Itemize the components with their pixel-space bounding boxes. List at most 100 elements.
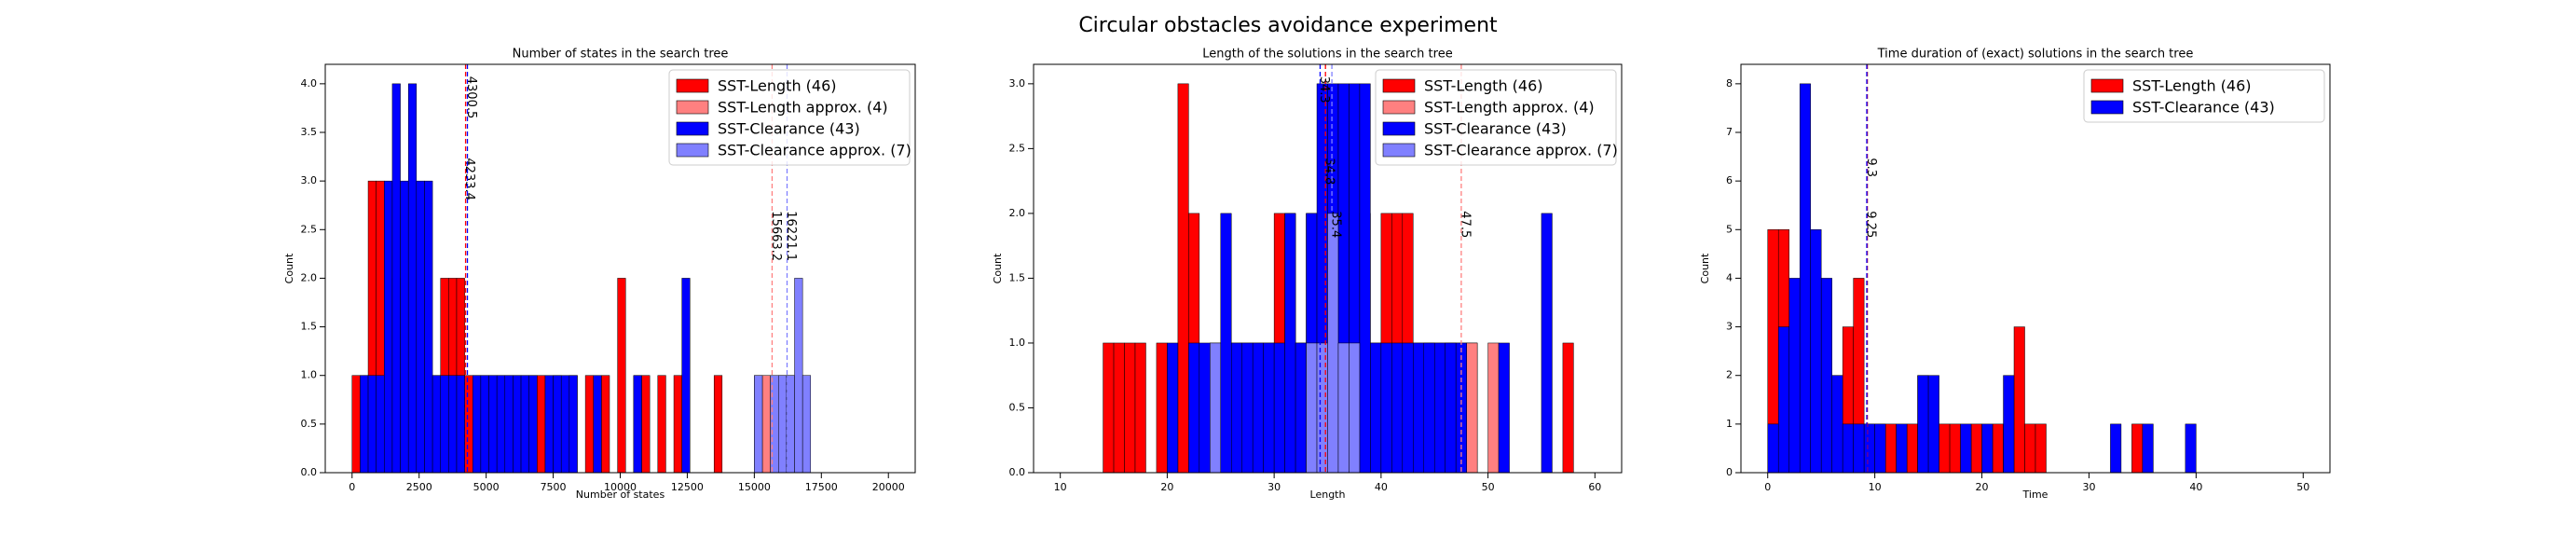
histogram-bar xyxy=(367,375,377,474)
histogram-bar xyxy=(1863,423,1875,474)
histogram-bar xyxy=(537,375,546,474)
histogram-bar xyxy=(1423,342,1435,474)
y-tick-label: 0.5 xyxy=(1009,401,1026,413)
mean-label: 16221.1 xyxy=(784,211,798,261)
histogram-bar xyxy=(1349,342,1361,474)
histogram-bar xyxy=(2142,423,2154,474)
y-tick-label: 2.0 xyxy=(301,271,318,283)
histogram-bar xyxy=(1777,326,1789,474)
axes-frame xyxy=(324,63,916,474)
legend-swatch xyxy=(1382,143,1416,158)
x-tick-label: 10 xyxy=(1869,481,1882,493)
histogram-bar xyxy=(1487,342,1500,474)
mean-label: 9.3 xyxy=(1864,158,1878,177)
mean-label: 47.5 xyxy=(1458,211,1472,238)
histogram-bar xyxy=(569,375,578,474)
histogram-bar xyxy=(473,375,482,474)
histogram-bar xyxy=(1906,423,1918,474)
y-tick-label: 7 xyxy=(1726,126,1733,138)
histogram-bar xyxy=(713,375,723,474)
x-tick-label: 15000 xyxy=(738,481,771,493)
y-tick-label: 2.5 xyxy=(1009,142,1026,154)
mean-label: 35.4 xyxy=(1329,211,1343,238)
histogram-bar xyxy=(360,375,369,474)
histogram-bar xyxy=(673,375,682,474)
histogram-bar xyxy=(1103,342,1115,474)
legend-label: SST-Clearance approx. (7) xyxy=(1424,142,1618,159)
histogram-bar xyxy=(1220,213,1232,474)
histogram-bar xyxy=(1949,423,1961,474)
histogram-bar xyxy=(1939,423,1951,474)
histogram-bar xyxy=(794,278,803,474)
histogram-bar xyxy=(1541,213,1553,474)
histogram-bar xyxy=(1124,342,1136,474)
histogram-bar xyxy=(1113,342,1125,474)
x-tick-label: 12500 xyxy=(671,481,704,493)
histogram-bar xyxy=(2131,423,2144,474)
histogram-bar xyxy=(544,375,554,474)
histogram-bar xyxy=(560,375,570,474)
histogram-bar xyxy=(1767,423,1779,474)
histogram-bar xyxy=(681,278,691,474)
histogram-bar xyxy=(1252,342,1264,474)
histogram-bar xyxy=(504,375,514,474)
x-axis-label: Number of states xyxy=(576,489,665,501)
histogram-bar xyxy=(1413,342,1425,474)
y-tick-label: 5 xyxy=(1726,223,1733,235)
y-axis-label: Count xyxy=(283,253,295,283)
x-axis-label: Length xyxy=(1310,489,1346,501)
histogram-bar xyxy=(1177,83,1189,474)
histogram-bar xyxy=(1981,423,1994,474)
y-tick-label: 1.0 xyxy=(1009,337,1026,349)
x-tick-label: 2500 xyxy=(406,481,432,493)
legend-box xyxy=(668,69,911,166)
histogram-bar xyxy=(1927,375,1939,474)
histogram-bar xyxy=(786,375,795,474)
legend-swatch xyxy=(1382,78,1416,93)
legend-label: SST-Length (46) xyxy=(718,77,837,95)
y-tick-label: 0.0 xyxy=(301,466,318,478)
legend-box xyxy=(1375,69,1617,166)
x-tick-label: 50 xyxy=(1482,481,1495,493)
mean-label: 4300.5 xyxy=(464,76,478,119)
y-tick-label: 0.0 xyxy=(1009,466,1026,478)
axes-title: Length of the solutions in the search tr… xyxy=(1202,48,1452,62)
histogram-bar xyxy=(802,375,812,474)
legend-label: SST-Clearance approx. (7) xyxy=(718,142,911,159)
histogram-bar xyxy=(1799,83,1811,474)
histogram-bar xyxy=(1788,278,1801,474)
histogram-bar xyxy=(1970,423,1982,474)
histogram-bar xyxy=(376,375,385,474)
histogram-bar xyxy=(1884,423,1897,474)
histogram-bar xyxy=(1199,342,1211,474)
histogram-bar xyxy=(513,375,522,474)
y-tick-label: 2 xyxy=(1726,369,1733,381)
histogram-bar xyxy=(1241,342,1254,474)
y-tick-label: 1.5 xyxy=(301,321,318,333)
histogram-bar xyxy=(1391,342,1404,474)
histogram-bar xyxy=(1445,342,1457,474)
histogram-bar xyxy=(2110,423,2122,474)
y-tick-label: 2.5 xyxy=(301,223,318,235)
histogram-bar xyxy=(584,375,594,474)
x-tick-label: 30 xyxy=(1267,481,1281,493)
histogram-bar xyxy=(1284,213,1296,474)
y-tick-label: 2.0 xyxy=(1009,207,1026,219)
histogram-bar xyxy=(1210,342,1222,474)
histogram-bar xyxy=(1156,342,1168,474)
legend-swatch xyxy=(2090,78,2124,93)
histogram-bar xyxy=(496,375,506,474)
x-tick-label: 17500 xyxy=(805,481,838,493)
legend-label: SST-Length (46) xyxy=(2132,77,2252,95)
x-axis-label: Time xyxy=(2022,489,2048,501)
figure-title: Circular obstacles avoidance experiment xyxy=(1078,14,1498,37)
x-tick-label: 20000 xyxy=(872,481,905,493)
histogram-bar xyxy=(351,375,361,474)
y-tick-label: 3.0 xyxy=(301,174,318,186)
histogram-bar xyxy=(391,83,401,474)
histogram-bar xyxy=(1402,342,1414,474)
x-tick-label: 10 xyxy=(1054,481,1067,493)
histogram-bar xyxy=(593,375,602,474)
y-tick-label: 3.0 xyxy=(1009,77,1026,90)
legend-swatch xyxy=(1382,121,1416,136)
